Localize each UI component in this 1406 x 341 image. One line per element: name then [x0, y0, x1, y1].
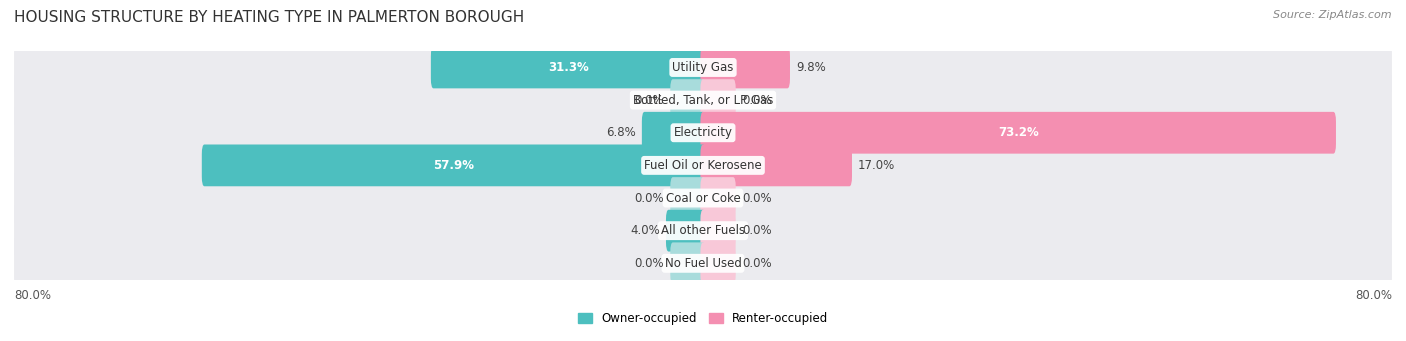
Text: 0.0%: 0.0% — [742, 94, 772, 107]
FancyBboxPatch shape — [666, 210, 706, 252]
FancyBboxPatch shape — [700, 145, 852, 186]
FancyBboxPatch shape — [14, 38, 1392, 98]
Text: Coal or Coke: Coal or Coke — [665, 192, 741, 205]
FancyBboxPatch shape — [14, 233, 1392, 293]
Text: 0.0%: 0.0% — [742, 224, 772, 237]
FancyBboxPatch shape — [700, 177, 735, 219]
FancyBboxPatch shape — [14, 168, 1392, 228]
Text: 0.0%: 0.0% — [742, 192, 772, 205]
Text: 80.0%: 80.0% — [1355, 290, 1392, 302]
Text: 73.2%: 73.2% — [998, 126, 1039, 139]
Text: HOUSING STRUCTURE BY HEATING TYPE IN PALMERTON BOROUGH: HOUSING STRUCTURE BY HEATING TYPE IN PAL… — [14, 10, 524, 25]
Text: No Fuel Used: No Fuel Used — [665, 257, 741, 270]
FancyBboxPatch shape — [700, 242, 735, 284]
Text: 0.0%: 0.0% — [634, 257, 664, 270]
Text: 31.3%: 31.3% — [548, 61, 589, 74]
Text: 6.8%: 6.8% — [606, 126, 636, 139]
Text: 80.0%: 80.0% — [14, 290, 51, 302]
FancyBboxPatch shape — [430, 47, 706, 88]
Text: 0.0%: 0.0% — [742, 257, 772, 270]
Text: Fuel Oil or Kerosene: Fuel Oil or Kerosene — [644, 159, 762, 172]
Text: 17.0%: 17.0% — [858, 159, 896, 172]
Text: 9.8%: 9.8% — [796, 61, 825, 74]
Text: Utility Gas: Utility Gas — [672, 61, 734, 74]
Text: 4.0%: 4.0% — [630, 224, 659, 237]
Text: All other Fuels: All other Fuels — [661, 224, 745, 237]
FancyBboxPatch shape — [202, 145, 706, 186]
Text: Bottled, Tank, or LP Gas: Bottled, Tank, or LP Gas — [633, 94, 773, 107]
FancyBboxPatch shape — [671, 242, 706, 284]
FancyBboxPatch shape — [14, 103, 1392, 163]
FancyBboxPatch shape — [671, 177, 706, 219]
Text: 0.0%: 0.0% — [634, 192, 664, 205]
FancyBboxPatch shape — [700, 112, 1336, 154]
Text: 57.9%: 57.9% — [433, 159, 474, 172]
Text: Source: ZipAtlas.com: Source: ZipAtlas.com — [1274, 10, 1392, 20]
FancyBboxPatch shape — [700, 210, 735, 252]
FancyBboxPatch shape — [643, 112, 706, 154]
FancyBboxPatch shape — [14, 201, 1392, 261]
FancyBboxPatch shape — [700, 47, 790, 88]
Text: Electricity: Electricity — [673, 126, 733, 139]
FancyBboxPatch shape — [671, 79, 706, 121]
FancyBboxPatch shape — [700, 79, 735, 121]
FancyBboxPatch shape — [14, 135, 1392, 195]
Legend: Owner-occupied, Renter-occupied: Owner-occupied, Renter-occupied — [572, 308, 834, 330]
Text: 0.0%: 0.0% — [634, 94, 664, 107]
FancyBboxPatch shape — [14, 70, 1392, 130]
